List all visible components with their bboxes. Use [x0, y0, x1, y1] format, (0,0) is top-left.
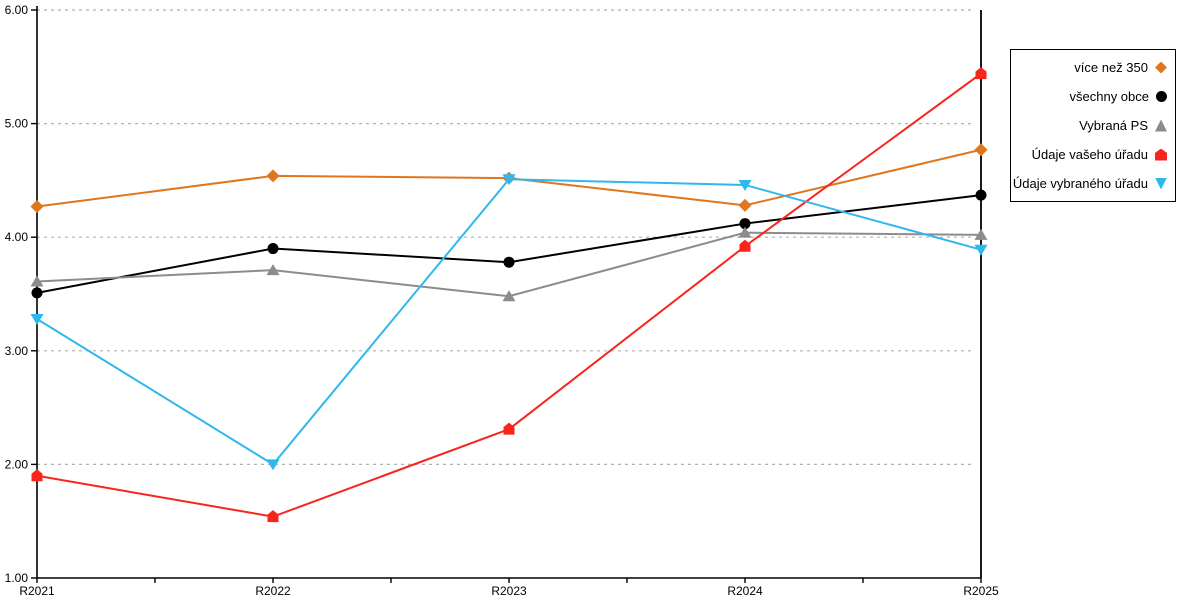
x-tick-label: R2023 — [491, 584, 527, 598]
triangle-down-marker-icon — [1155, 177, 1167, 190]
data-point — [738, 198, 752, 212]
triangle-up-marker-icon — [1155, 119, 1167, 132]
legend-label: více než 350 — [1074, 60, 1148, 75]
data-point — [502, 290, 516, 302]
data-point — [502, 174, 516, 186]
y-tick-label: 2.00 — [5, 457, 29, 471]
data-point — [974, 228, 988, 240]
series-3 — [31, 67, 987, 523]
chart-legend: více než 350 všechny obce Vybraná PS Úda… — [1010, 49, 1176, 202]
y-tick-label: 6.00 — [5, 3, 29, 17]
legend-item-vybrana-ps: Vybraná PS — [1017, 111, 1167, 140]
diamond-marker-icon — [1155, 61, 1167, 74]
y-tick-label: 5.00 — [5, 117, 29, 131]
data-point — [266, 264, 280, 276]
x-tick-label: R2025 — [963, 584, 999, 598]
data-point — [30, 275, 44, 287]
data-point — [975, 189, 987, 201]
y-tick-label: 3.00 — [5, 344, 29, 358]
series-1 — [31, 189, 987, 299]
data-point — [267, 243, 279, 255]
series-2 — [30, 226, 988, 302]
legend-label: Vybraná PS — [1079, 118, 1148, 133]
circle-marker-icon — [1156, 91, 1167, 102]
data-point — [266, 459, 280, 471]
data-point — [974, 244, 988, 256]
legend-label: Údaje vašeho úřadu — [1031, 147, 1148, 162]
data-point — [739, 239, 751, 252]
data-point — [738, 179, 752, 191]
legend-item-vice-nez-350: více než 350 — [1017, 53, 1167, 82]
series-4 — [30, 174, 988, 471]
x-tick-label: R2024 — [727, 584, 763, 598]
data-point — [503, 422, 515, 435]
y-tick-label: 1.00 — [5, 571, 29, 585]
data-point — [974, 143, 988, 157]
legend-item-udaje-vaseho-uradu: Údaje vašeho úřadu — [1017, 140, 1167, 169]
data-point — [503, 256, 515, 268]
data-point — [975, 67, 987, 80]
data-point — [739, 218, 751, 230]
pentagon-marker-icon — [1155, 148, 1167, 161]
data-point — [266, 169, 280, 183]
x-tick-label: R2021 — [19, 584, 55, 598]
legend-label: Údaje vybraného úřadu — [1012, 176, 1148, 191]
data-point — [31, 287, 43, 299]
x-tick-label: R2022 — [255, 584, 291, 598]
legend-label: všechny obce — [1069, 89, 1150, 104]
data-point — [30, 313, 44, 325]
x-axis: R2021 R2022 R2023 R2024 R2025 — [19, 577, 999, 598]
data-point — [30, 200, 44, 214]
legend-item-vsechny-obce: všechny obce — [1017, 82, 1167, 111]
y-tick-label: 4.00 — [5, 230, 29, 244]
legend-item-udaje-vybraneho-uradu: Údaje vybraného úřadu — [1013, 169, 1167, 198]
data-point — [267, 510, 279, 523]
y-gridlines — [37, 9, 974, 465]
data-point — [738, 226, 752, 238]
data-point — [31, 469, 43, 482]
